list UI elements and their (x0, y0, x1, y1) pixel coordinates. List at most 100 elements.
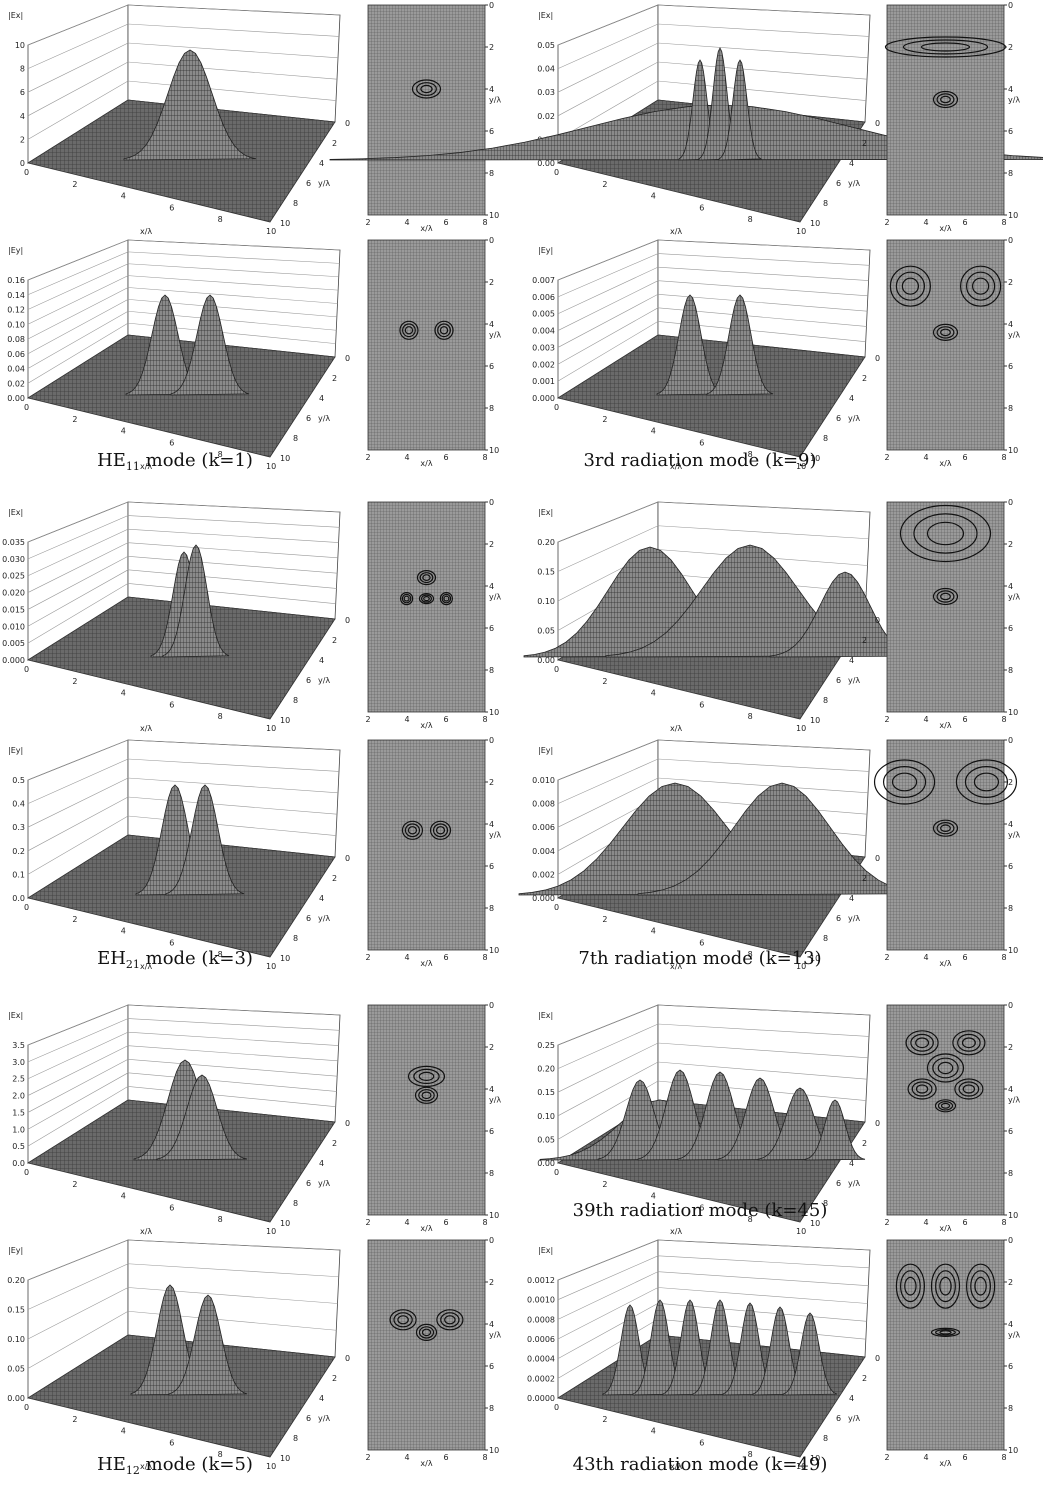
y-tick-label: 2 (332, 139, 337, 148)
contour-y-tick-label: 4 (1008, 820, 1013, 829)
contour-field (368, 5, 485, 215)
contour-x-tick-label: 2 (884, 1218, 889, 1227)
y-tick-label: 6 (836, 179, 841, 188)
y-tick-label: 10 (280, 954, 290, 963)
y-tick-label: 8 (293, 1434, 298, 1443)
x-tick-label: 0 (24, 665, 29, 674)
contour-x-tick-label: 8 (1001, 1218, 1006, 1227)
z-tick-label: 0.15 (537, 568, 555, 577)
z-tick-label: 1.5 (12, 1108, 25, 1117)
y-axis-label: y/λ (318, 914, 330, 923)
contour-x-tick-label: 4 (923, 1218, 928, 1227)
contour-y-tick-label: 2 (1008, 778, 1013, 787)
z-tick-label: 0.006 (532, 823, 555, 832)
contour-y-tick-label: 8 (489, 169, 494, 178)
y-tick-label: 0 (875, 616, 880, 625)
z-axis-label: |Ex| (8, 1011, 23, 1020)
contour-y-tick-label: 6 (1008, 1127, 1013, 1136)
y-tick-label: 4 (319, 394, 324, 403)
contour-y-tick-label: 2 (1008, 1278, 1013, 1287)
y-tick-label: 8 (823, 696, 828, 705)
contour-y-label: y/λ (489, 831, 501, 840)
x-tick-label: 6 (169, 938, 174, 947)
contour-plot: 0246810y/λ2468x/λ (884, 1001, 1020, 1233)
x-tick-label: 4 (121, 192, 126, 201)
contour-y-tick-label: 0 (1008, 1001, 1013, 1010)
caption-text: 39th radiation mode (k=45) (573, 1200, 828, 1221)
y-tick-label: 6 (306, 179, 311, 188)
x-axis-label: x/λ (670, 227, 682, 236)
contour-x-label: x/λ (420, 721, 432, 730)
z-tick-label: 0.030 (2, 555, 25, 564)
x-tick-label: 2 (72, 677, 77, 686)
contour-x-tick-label: 4 (923, 218, 928, 227)
y-tick-label: 2 (332, 636, 337, 645)
contour-y-tick-label: 4 (489, 1320, 494, 1329)
z-tick-label: 0.05 (537, 627, 555, 636)
x-tick-label: 2 (602, 677, 607, 686)
z-tick-label: 0.004 (532, 847, 555, 856)
z-tick-label: 0.003 (532, 343, 555, 352)
y-tick-label: 6 (836, 1414, 841, 1423)
y-tick-label: 8 (823, 934, 828, 943)
z-tick-label: 0.05 (537, 1135, 555, 1144)
contour-x-tick-label: 4 (404, 715, 409, 724)
contour-x-tick-label: 8 (482, 715, 487, 724)
z-tick-label: 0.04 (537, 65, 555, 74)
contour-plot: 0246810y/λ2468x/λ (365, 1236, 501, 1468)
caption-rest: mode (k=3) (140, 948, 253, 969)
z-tick-label: 0.0 (12, 894, 25, 903)
z-tick-label: 0.05 (7, 1365, 25, 1374)
z-tick-label: 0.0002 (527, 1374, 555, 1383)
z-tick-label: 0.0006 (527, 1335, 555, 1344)
y-tick-label: 4 (319, 656, 324, 665)
y-tick-label: 10 (280, 716, 290, 725)
z-tick-label: 0.00 (537, 656, 555, 665)
x-tick-label: 4 (121, 1192, 126, 1201)
contour-x-tick-label: 6 (443, 715, 448, 724)
z-axis-label: |Ex| (538, 1011, 553, 1020)
x-tick-label: 6 (169, 700, 174, 709)
z-tick-label: 0.000 (532, 394, 555, 403)
contour-y-tick-label: 8 (489, 1169, 494, 1178)
contour-y-label: y/λ (489, 331, 501, 340)
caption-rest: mode (k=5) (140, 1454, 253, 1475)
x-tick-label: 2 (72, 415, 77, 424)
contour-y-tick-label: 6 (489, 362, 494, 371)
z-tick-label: 0.20 (537, 538, 555, 547)
surface-plot: 0.000.050.100.150.20|Ey|0246810x/λ024681… (7, 1240, 350, 1471)
contour-y-tick-label: 0 (489, 236, 494, 245)
x-tick-label: 4 (651, 1427, 656, 1436)
y-tick-label: 2 (862, 139, 867, 148)
contour-y-tick-label: 10 (489, 708, 499, 717)
contour-field (368, 240, 485, 450)
contour-y-tick-label: 2 (489, 1043, 494, 1052)
caption-mode: EH (97, 948, 126, 969)
contour-y-tick-label: 2 (489, 778, 494, 787)
contour-field (887, 1240, 1004, 1450)
z-tick-label: 0.12 (7, 306, 25, 315)
contour-x-label: x/λ (939, 721, 951, 730)
y-tick-label: 2 (332, 374, 337, 383)
z-tick-label: 2 (20, 135, 25, 144)
z-tick-label: 0.002 (532, 360, 555, 369)
contour-y-tick-label: 2 (1008, 1043, 1013, 1052)
contour-y-tick-label: 2 (489, 43, 494, 52)
x-tick-label: 4 (651, 427, 656, 436)
caption-subscript: 12 (126, 1464, 140, 1477)
z-tick-label: 0.02 (537, 112, 555, 121)
contour-field (368, 1005, 485, 1215)
contour-y-tick-label: 4 (1008, 1085, 1013, 1094)
surface-plot: 0.0000.0020.0040.0060.0080.010|Ey|024681… (519, 740, 926, 971)
contour-y-label: y/λ (489, 96, 501, 105)
y-tick-label: 4 (319, 159, 324, 168)
y-tick-label: 2 (862, 1374, 867, 1383)
contour-y-tick-label: 4 (489, 85, 494, 94)
y-axis-label: y/λ (318, 676, 330, 685)
z-tick-label: 0.03 (537, 88, 555, 97)
contour-y-label: y/λ (1008, 331, 1020, 340)
surface-plot: 0246810|Ex|0246810x/λ0246810y/λ (8, 5, 350, 236)
z-tick-label: 0.02 (7, 379, 25, 388)
contour-y-label: y/λ (1008, 96, 1020, 105)
